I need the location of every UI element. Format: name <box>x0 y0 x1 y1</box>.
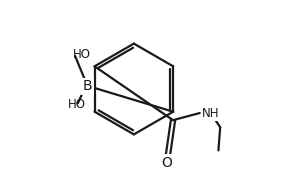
Text: B: B <box>83 79 92 93</box>
Text: HO: HO <box>68 98 86 111</box>
Text: O: O <box>161 156 172 170</box>
Text: HO: HO <box>73 48 91 61</box>
Text: NH: NH <box>201 107 219 121</box>
